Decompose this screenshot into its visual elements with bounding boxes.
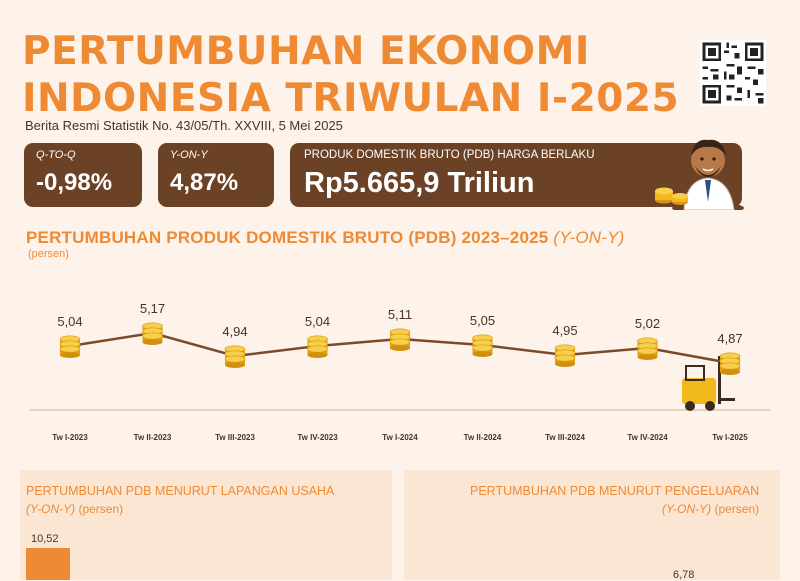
kpi-gdp-nominal: PRODUK DOMESTIK BRUTO (PDB) HARGA BERLAK… — [290, 143, 742, 207]
data-point-coin-stack — [224, 345, 246, 368]
title-line-1: PERTUMBUHAN EKONOMI — [22, 29, 590, 74]
coin-edge — [142, 339, 163, 345]
coin-edge — [60, 352, 80, 358]
industry-growth-unit: (Y-ON-Y) (persen) — [26, 502, 123, 516]
kpi-yoy-value: 4,87% — [170, 169, 239, 196]
qr-code-icon[interactable] — [700, 40, 766, 106]
expenditure-unit-persen: (persen) — [714, 502, 760, 516]
coin-edge — [555, 361, 575, 367]
panel-by-expenditure — [404, 470, 780, 580]
kpi-yoy-label: Y-ON-Y — [170, 149, 208, 161]
x-tick-label: Tw I-2025 — [712, 433, 748, 442]
coin-top — [224, 355, 246, 363]
chart-title: PERTUMBUHAN PRODUK DOMESTIK BRUTO (PDB) … — [26, 228, 625, 248]
x-tick-label: Tw III-2023 — [215, 433, 255, 442]
coin-top — [307, 345, 328, 353]
coin-top — [389, 338, 411, 346]
forklift-fork — [721, 398, 735, 401]
industry-first-bar-label: 10,52 — [31, 533, 59, 545]
industry-unit-yoy: (Y-ON-Y) — [26, 502, 76, 516]
businessman-mascot-icon — [655, 139, 744, 210]
coin-edge — [307, 352, 328, 358]
panel-by-industry — [20, 470, 392, 580]
data-label: 5,11 — [388, 307, 412, 322]
data-point-coin-stack — [142, 322, 163, 345]
expenditure-growth-unit: (Y-ON-Y) (persen) — [662, 502, 759, 516]
release-subtitle: Berita Resmi Statistik No. 43/05/Th. XXV… — [25, 118, 343, 133]
data-label: 5,02 — [635, 316, 660, 331]
gdp-growth-line-chart: 5,04 Tw I-2023 5,17 Tw II-2023 4,94 Tw III-20… — [30, 301, 770, 442]
chart-title-text: PERTUMBUHAN PRODUK DOMESTIK BRUTO (PDB) … — [26, 228, 549, 247]
x-tick-label: Tw I-2024 — [382, 433, 418, 442]
industry-growth-title: PERTUMBUHAN PDB MENURUT LAPANGAN USAHA — [26, 484, 335, 498]
forklift-wheel — [685, 401, 695, 411]
expenditure-unit-yoy: (Y-ON-Y) — [662, 502, 712, 516]
data-point-coin-stack — [59, 335, 81, 358]
data-point-coin-stack — [554, 344, 576, 367]
data-label: 5,17 — [140, 301, 165, 316]
coin-top — [637, 347, 658, 355]
data-point-coin-stack — [637, 337, 658, 360]
kpi-qtoq: Q-TO-Q -0,98% — [24, 143, 142, 207]
page-title: PERTUMBUHAN EKONOMI INDONESIA TRIWULAN I… — [22, 28, 679, 122]
x-tick-label: Tw II-2023 — [134, 433, 172, 442]
kpi-qtoq-value: -0,98% — [36, 169, 113, 196]
expenditure-growth-title: PERTUMBUHAN PDB MENURUT PENGELUARAN — [470, 484, 760, 498]
industry-unit-persen: (persen) — [78, 502, 124, 516]
kpi-yoy: Y-ON-Y 4,87% — [158, 143, 274, 207]
coin-top — [554, 354, 576, 362]
coin-edge — [225, 362, 245, 368]
title-line-2: INDONESIA TRIWULAN I-2025 — [22, 76, 680, 121]
x-tick-label: Tw I-2023 — [52, 433, 88, 442]
coin-top — [142, 332, 163, 340]
data-label: 5,05 — [470, 313, 495, 328]
x-tick-label: Tw III-2024 — [545, 433, 585, 442]
data-point-coin-stack — [389, 328, 411, 351]
coin-edge — [637, 354, 658, 360]
coin-top — [59, 345, 81, 353]
data-label: 4,95 — [552, 323, 577, 338]
forklift-mast — [718, 356, 721, 404]
chart-unit: (persen) — [28, 248, 69, 260]
coin-edge — [390, 345, 410, 351]
forklift-cab — [685, 365, 705, 381]
coin-top — [472, 344, 493, 352]
data-label: 4,87 — [717, 331, 742, 346]
data-label: 4,94 — [222, 324, 247, 339]
x-tick-label: Tw IV-2024 — [627, 433, 668, 442]
data-label: 5,04 — [57, 314, 82, 329]
industry-first-bar — [26, 548, 70, 580]
coin-edge — [720, 369, 740, 375]
x-tick-label: Tw II-2024 — [464, 433, 502, 442]
kpi-gdp-value: Rp5.665,9 Triliun — [304, 167, 535, 199]
x-tick-label: Tw IV-2023 — [297, 433, 338, 442]
data-label: 5,04 — [305, 314, 330, 329]
data-point-coin-stack — [307, 335, 328, 358]
kpi-gdp-label: PRODUK DOMESTIK BRUTO (PDB) HARGA BERLAK… — [304, 149, 595, 161]
coin-top — [719, 362, 741, 370]
coin-edge — [472, 351, 493, 357]
forklift-body — [682, 378, 716, 404]
data-point-coin-stack — [472, 334, 493, 357]
forklift-icon — [682, 356, 735, 411]
chart-title-yoy: (Y-ON-Y) — [553, 228, 625, 247]
kpi-qtoq-label: Q-TO-Q — [36, 149, 76, 161]
forklift-wheel — [705, 401, 715, 411]
expenditure-first-bar-label: 6,78 — [673, 569, 695, 581]
data-point-coin-stack — [719, 352, 741, 375]
